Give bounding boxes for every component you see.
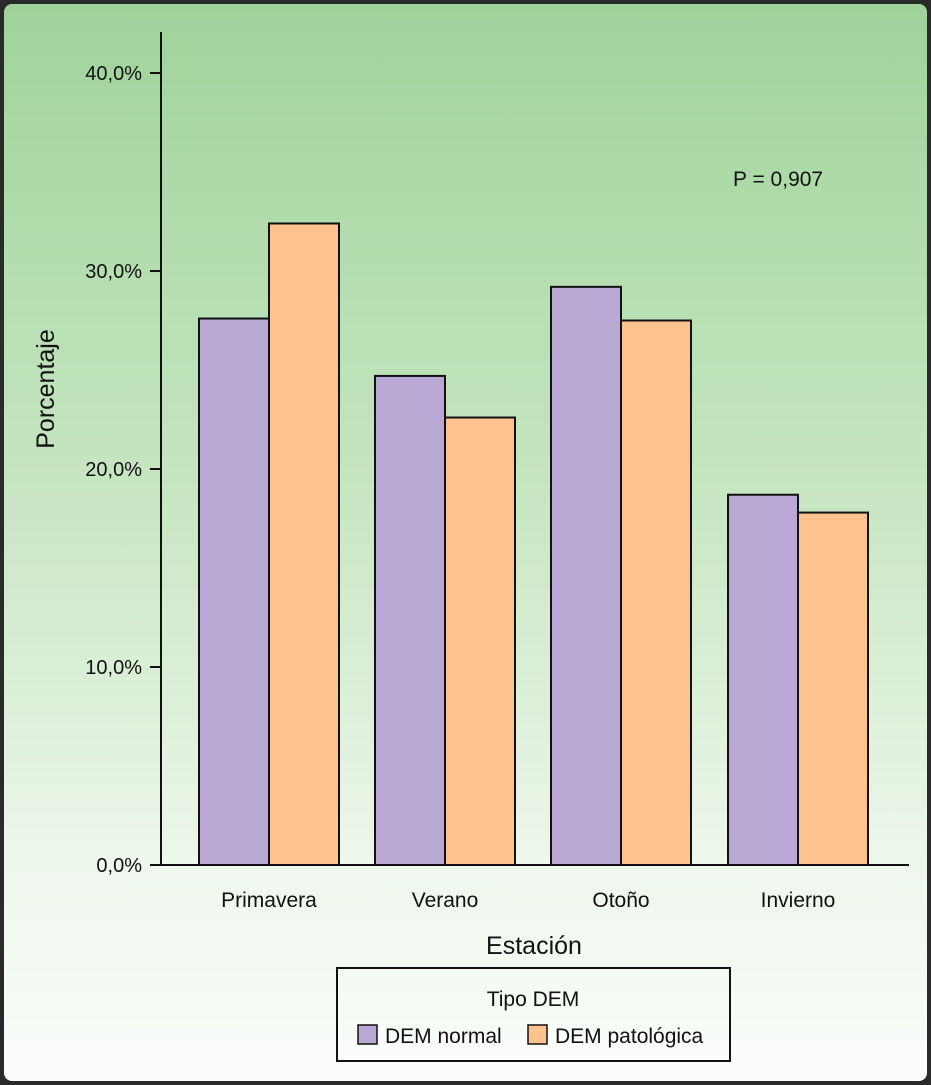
bar-dem-patologica-2	[620, 319, 692, 866]
bar-dem-normal-1	[374, 374, 446, 866]
bar-dem-patologica-1	[444, 416, 516, 866]
p-value-annotation: P = 0,907	[733, 168, 823, 191]
legend-swatch-dem-patologica	[527, 1024, 548, 1045]
x-category-label: Primavera	[221, 889, 317, 912]
bars-group	[198, 222, 869, 867]
x-category-label: Verano	[412, 889, 479, 912]
y-ticks-group: 0,0% 10,0% 20,0% 30,0% 40,0%	[85, 63, 161, 877]
bar-dem-patologica-3	[797, 511, 869, 866]
chart-frame: 0,0% 10,0% 20,0% 30,0% 40,0% Primavera Verano…	[4, 4, 927, 1081]
x-category-label: Otoño	[592, 889, 649, 912]
legend-label-dem-normal: DEM normal	[385, 1025, 502, 1048]
bar-dem-normal-3	[727, 493, 799, 866]
legend-label-dem-patologica: DEM patológica	[555, 1025, 704, 1048]
bar-chart: 0,0% 10,0% 20,0% 30,0% 40,0% Primavera Verano…	[32, 32, 909, 1062]
x-labels-group: Primavera Verano Otoño Invierno	[221, 889, 835, 912]
legend: Tipo DEM DEM normal DEM patológica	[336, 967, 731, 1062]
bar-dem-normal-2	[550, 285, 622, 866]
legend-box	[336, 967, 731, 1062]
legend-title: Tipo DEM	[487, 988, 580, 1011]
axes-group	[150, 32, 909, 866]
legend-swatch-dem-normal	[357, 1024, 378, 1045]
x-category-label: Invierno	[761, 889, 836, 912]
y-tick-label: 40,0%	[85, 63, 142, 85]
y-tick-label: 30,0%	[85, 261, 142, 283]
bar-dem-patologica-0	[268, 222, 340, 867]
x-axis-title: Estación	[486, 932, 582, 960]
y-tick-label: 10,0%	[85, 657, 142, 679]
y-tick-label: 0,0%	[96, 855, 142, 877]
y-tick-label: 20,0%	[85, 459, 142, 481]
y-axis-title: Porcentaje	[32, 329, 60, 449]
bar-dem-normal-0	[198, 317, 270, 866]
